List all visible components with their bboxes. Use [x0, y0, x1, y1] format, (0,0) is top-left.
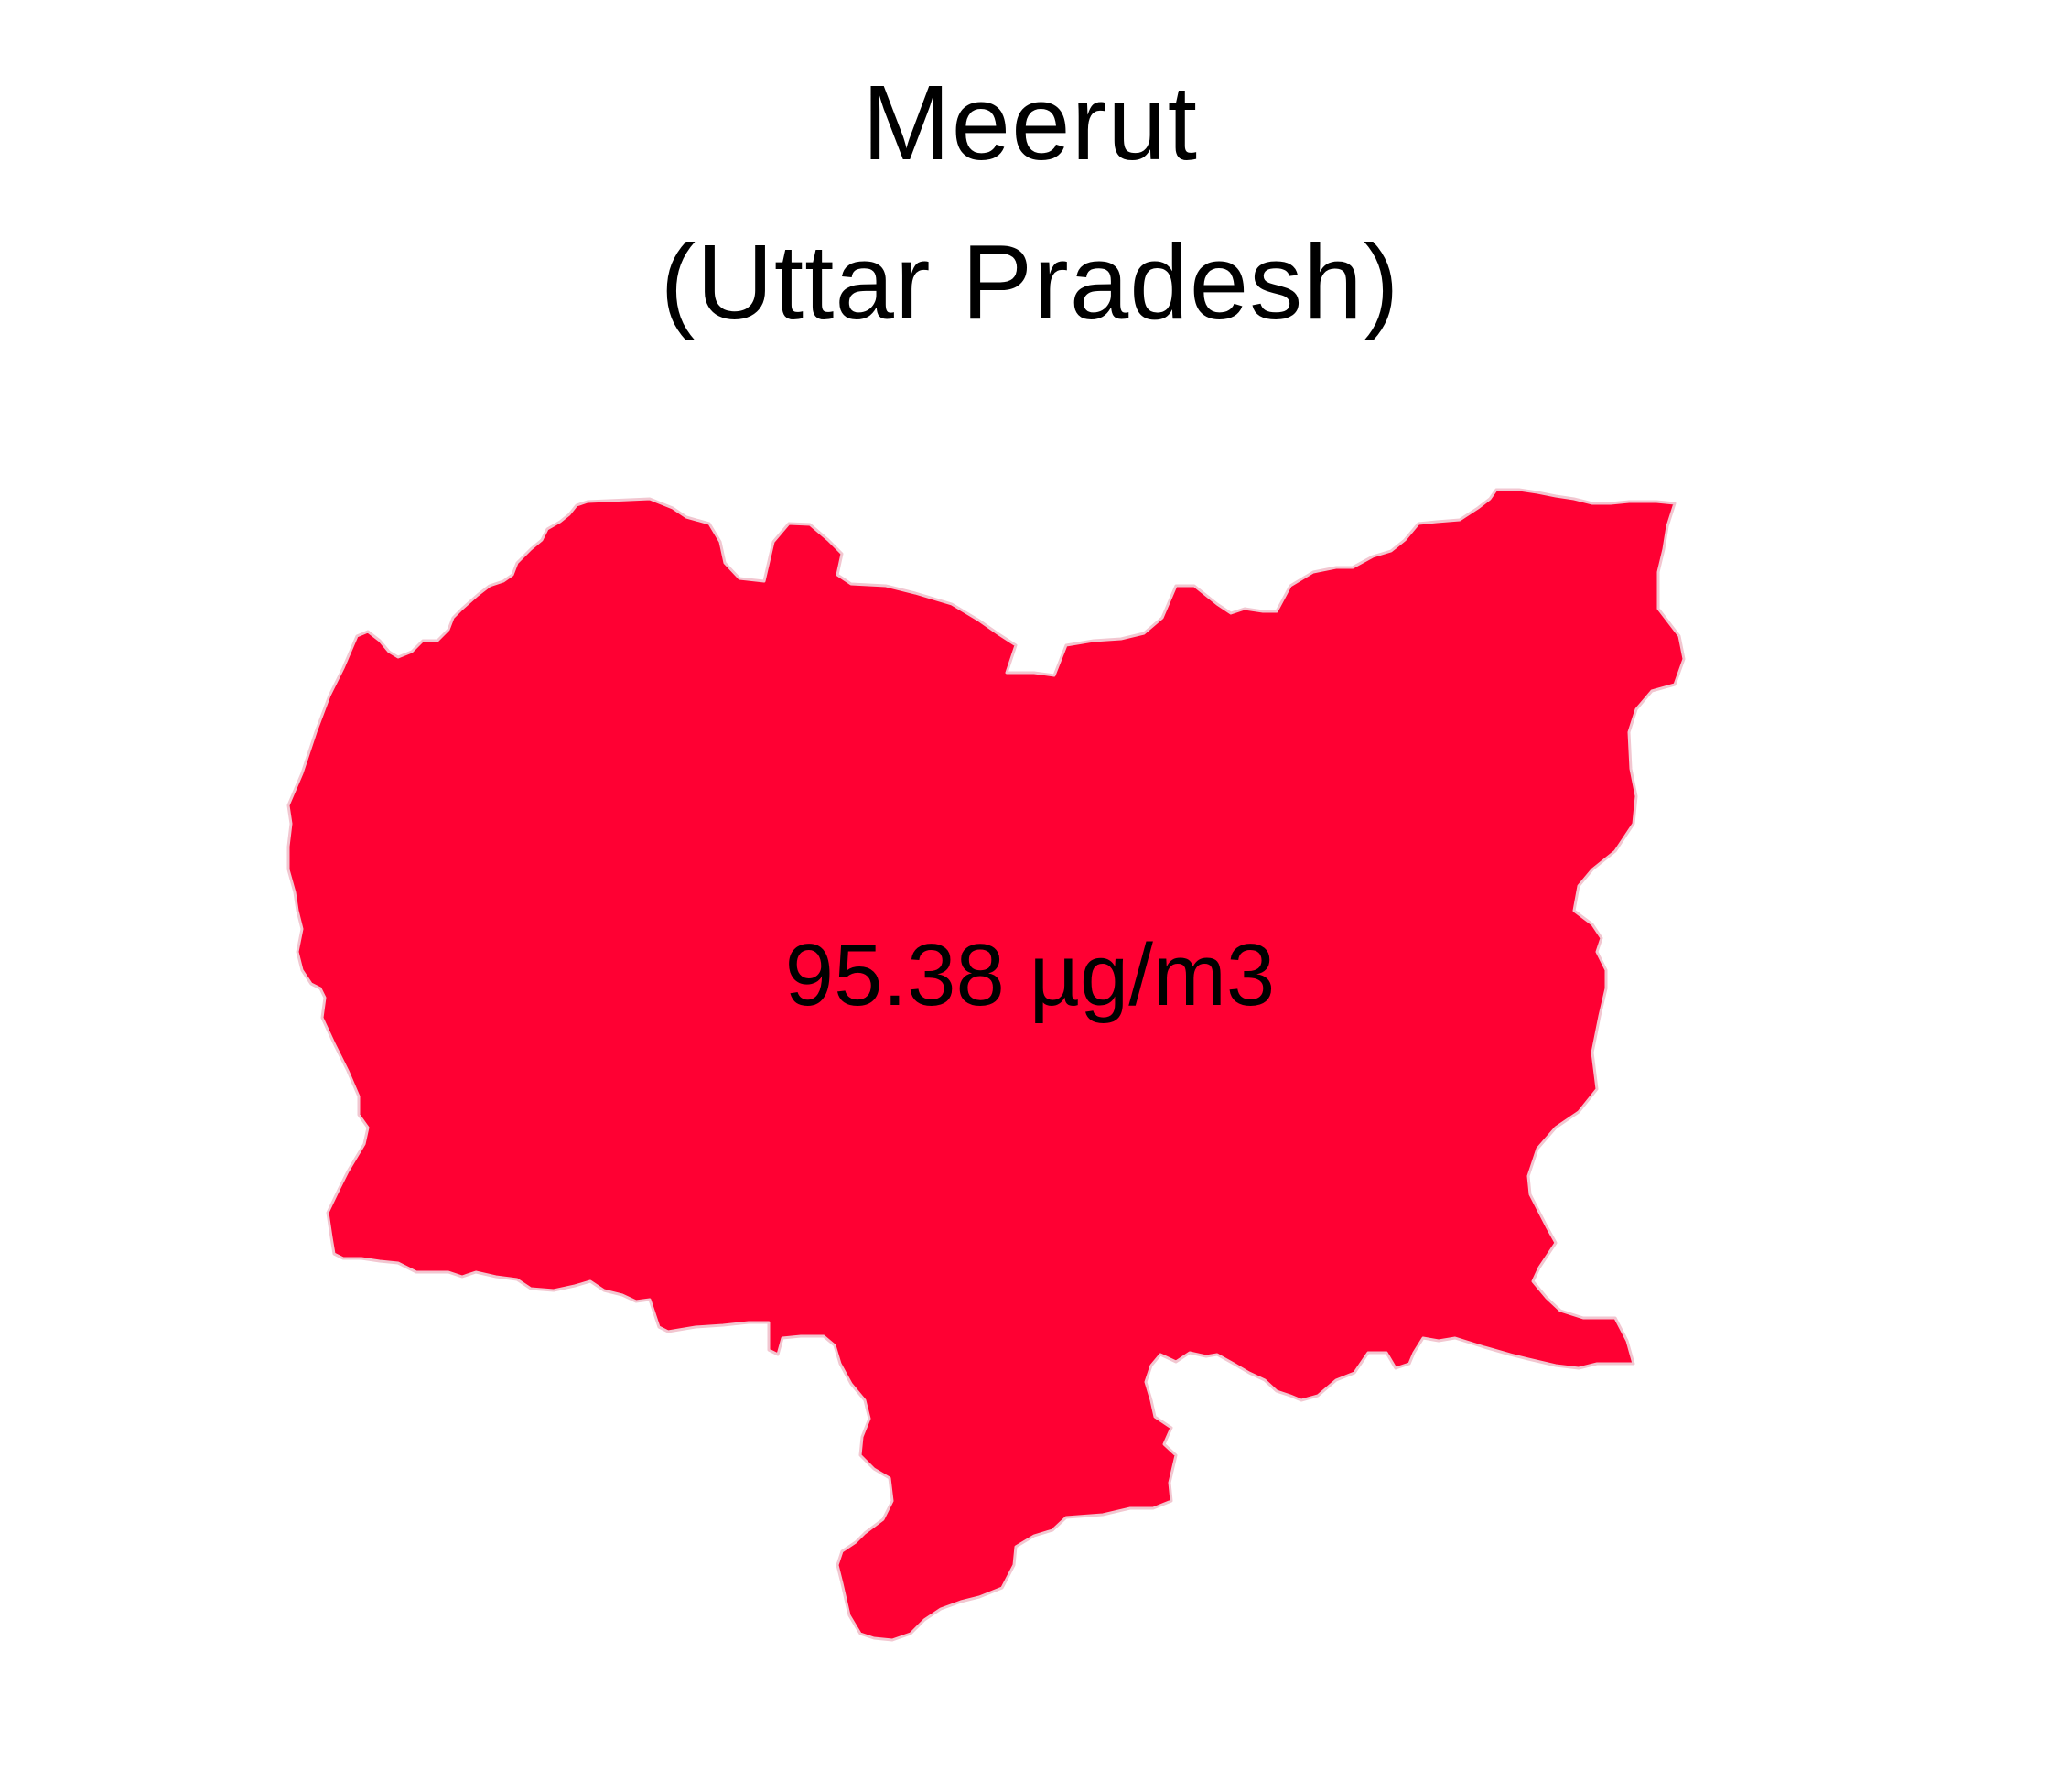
map-title: Meerut: [861, 63, 1199, 182]
pollution-value-label: 95.38 µg/m3: [784, 926, 1276, 1024]
map-subtitle: (Uttar Pradesh): [660, 222, 1400, 341]
district-region-meerut: [286, 488, 1686, 1642]
